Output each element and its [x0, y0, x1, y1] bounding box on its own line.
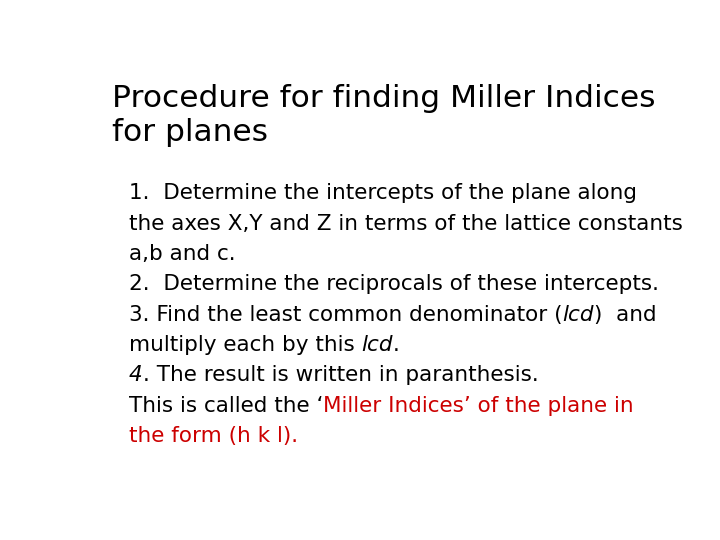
Text: 1.  Determine the intercepts of the plane along: 1. Determine the intercepts of the plane… [129, 183, 637, 203]
Text: .: . [393, 335, 400, 355]
Text: Miller Indices’ of the plane in: Miller Indices’ of the plane in [323, 396, 634, 416]
Text: a,b and c.: a,b and c. [129, 244, 235, 264]
Text: 3. Find the least common denominator (: 3. Find the least common denominator ( [129, 305, 562, 325]
Text: the form (h k l).: the form (h k l). [129, 426, 298, 446]
Text: )  and: ) and [594, 305, 657, 325]
Text: the axes X,Y and Z in terms of the lattice constants: the axes X,Y and Z in terms of the latti… [129, 214, 683, 234]
Text: lcd: lcd [562, 305, 594, 325]
Text: Procedure for finding Miller Indices
for planes: Procedure for finding Miller Indices for… [112, 84, 656, 147]
Text: lcd: lcd [361, 335, 393, 355]
Text: 2.  Determine the reciprocals of these intercepts.: 2. Determine the reciprocals of these in… [129, 274, 659, 294]
Text: 4: 4 [129, 366, 143, 386]
Text: multiply each by this: multiply each by this [129, 335, 361, 355]
Text: This is called the ‘: This is called the ‘ [129, 396, 323, 416]
Text: . The result is written in paranthesis.: . The result is written in paranthesis. [143, 366, 539, 386]
